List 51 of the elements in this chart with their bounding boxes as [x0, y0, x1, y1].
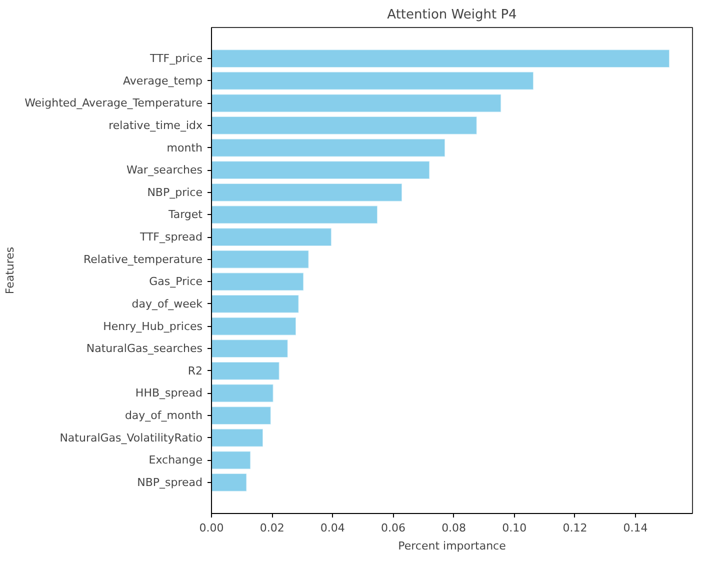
y-tick-label: month: [166, 141, 203, 154]
bar: [212, 272, 304, 292]
x-tick-label: 0.08: [442, 522, 466, 534]
x-tick-label: 0.10: [502, 522, 527, 534]
bar: [212, 160, 430, 180]
x-tick-label: 0.00: [199, 522, 224, 534]
y-tick-label: Henry_Hub_prices: [103, 320, 203, 333]
bar: [212, 294, 300, 314]
y-axis-title: Features: [4, 246, 17, 294]
chart-title: Attention Weight P4: [387, 8, 517, 22]
bar: [212, 49, 670, 68]
bar: [212, 406, 272, 425]
y-tick-label: Weighted_Average_Temperature: [24, 96, 203, 110]
bar: [212, 473, 248, 492]
bar: [212, 428, 264, 448]
bar: [212, 361, 280, 380]
bar: [212, 94, 502, 113]
bar: [212, 316, 297, 336]
bar: [212, 384, 274, 403]
bar: [212, 116, 478, 135]
y-tick-label: TTF_price: [149, 52, 203, 66]
y-tick-label: TTF_spread: [138, 230, 203, 244]
y-tick-label: Gas_Price: [149, 275, 203, 288]
y-tick-label: Exchange: [148, 454, 203, 467]
y-tick-label: NBP_spread: [137, 476, 203, 489]
bar: [212, 250, 310, 269]
bar: [212, 182, 403, 202]
y-tick-label: day_of_week: [132, 297, 204, 310]
bar: [212, 450, 252, 470]
bar: [212, 339, 288, 358]
x-axis-title: Percent importance: [398, 540, 506, 552]
x-tick-label: 0.12: [562, 522, 588, 534]
y-tick-label: NaturalGas_VolatilityRatio: [60, 431, 203, 444]
x-tick-label: 0.06: [380, 522, 406, 534]
y-tick-label: HHB_spread: [135, 386, 203, 400]
y-tick-label: Target: [167, 208, 204, 222]
bar: [212, 205, 378, 224]
y-tick-label: relative_time_idx: [108, 118, 203, 132]
y-tick-label: Average_temp: [123, 74, 203, 88]
bar: [212, 71, 534, 90]
x-tick-label: 0.04: [320, 522, 345, 534]
x-tick-label: 0.02: [260, 522, 284, 534]
y-tick-label: R2: [188, 364, 203, 378]
y-tick-label: day_of_month: [124, 409, 203, 422]
y-tick-label: NaturalGas_searches: [86, 342, 203, 356]
x-tick-label: 0.14: [623, 522, 648, 534]
bar: [212, 228, 332, 246]
y-tick-label: NBP_price: [147, 186, 203, 199]
bar: [212, 138, 446, 158]
y-tick-label: War_searches: [126, 164, 203, 177]
y-tick-label: Relative_temperature: [84, 252, 203, 266]
